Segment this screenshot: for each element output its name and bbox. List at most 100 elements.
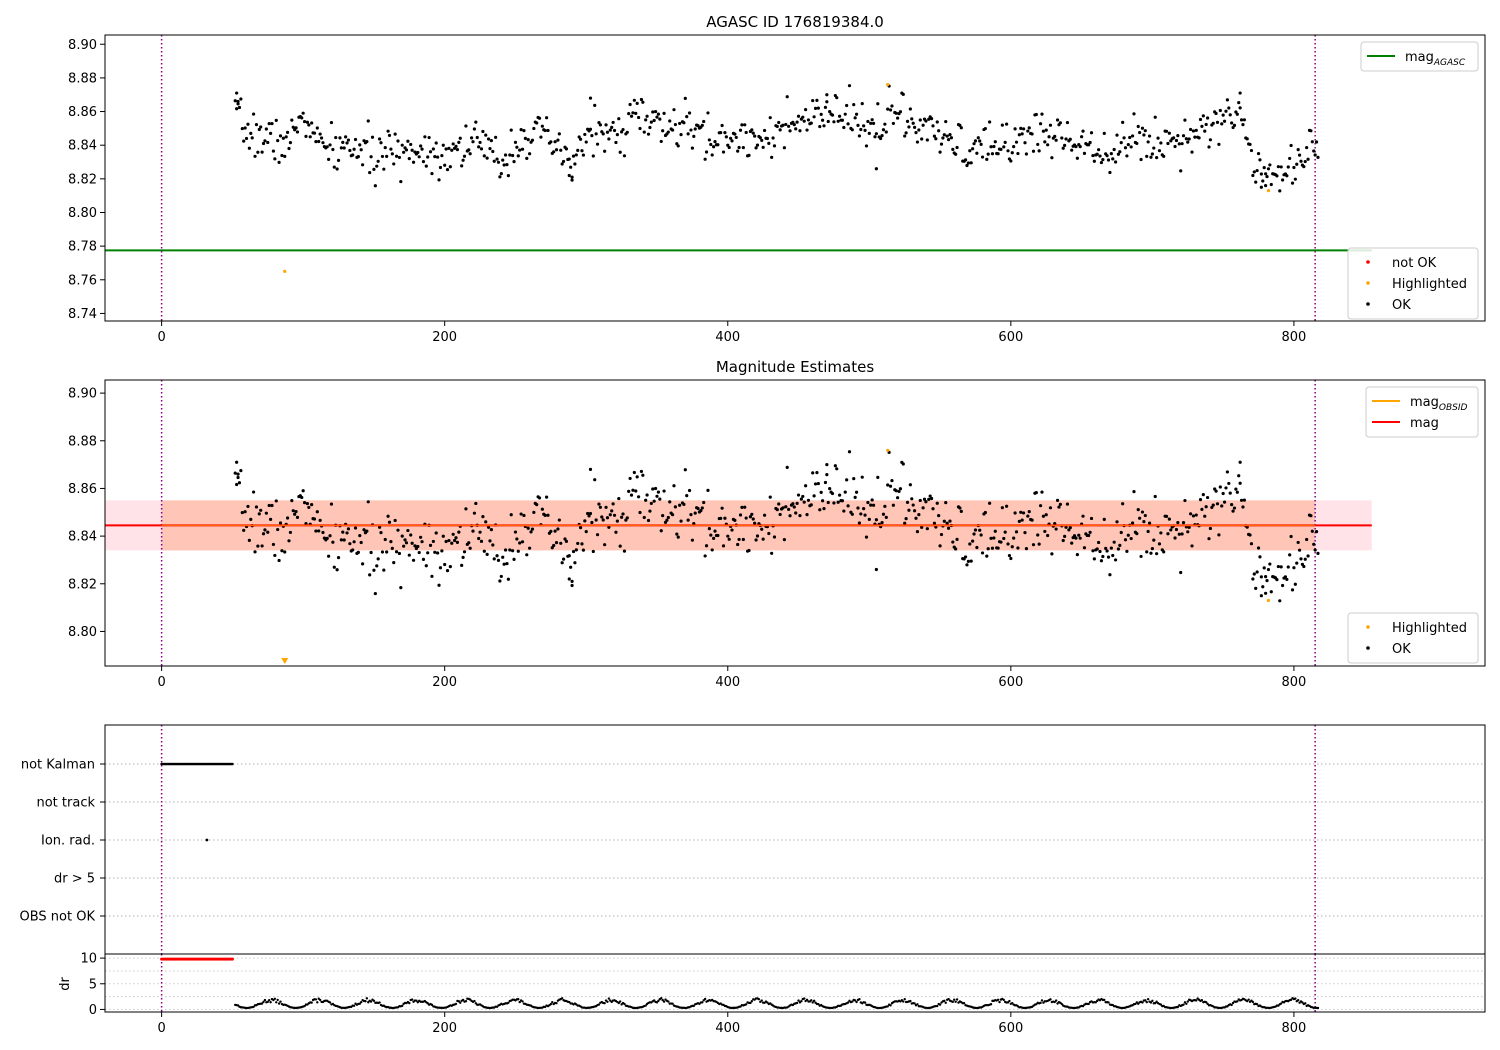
- ok-point: [1140, 510, 1145, 514]
- ok-point: [580, 149, 584, 153]
- ok-point: [1097, 148, 1101, 152]
- ok-point: [716, 533, 720, 538]
- ok-point: [775, 507, 779, 512]
- ok-point: [976, 136, 980, 140]
- ok-point: [537, 496, 542, 500]
- ok-point: [1162, 550, 1166, 554]
- ok-point: [1014, 530, 1019, 534]
- ok-point: [787, 124, 791, 128]
- dr-point: [507, 1001, 510, 1005]
- ok-point: [421, 160, 426, 164]
- ok-point: [920, 137, 924, 141]
- ok-point: [795, 501, 799, 505]
- ok-point: [503, 548, 508, 552]
- dr-point: [378, 1001, 381, 1004]
- ok-point: [754, 538, 758, 542]
- ok-point: [236, 102, 240, 106]
- ok-point: [336, 158, 341, 162]
- ok-point: [992, 144, 996, 149]
- ok-point: [368, 170, 372, 175]
- ok-point: [564, 539, 569, 543]
- dr-point: [269, 1001, 272, 1004]
- ok-point: [625, 130, 629, 134]
- ok-point: [1279, 565, 1283, 569]
- ok-point: [833, 464, 837, 468]
- panel-estimates-bottom-legend-label: Highlighted: [1392, 621, 1467, 636]
- ok-point: [441, 143, 445, 147]
- ok-point: [1150, 546, 1154, 551]
- ok-point: [508, 548, 512, 552]
- ok-point: [629, 493, 634, 497]
- ok-point: [969, 161, 973, 165]
- ok-point: [417, 550, 421, 555]
- ok-point: [1256, 151, 1261, 156]
- ok-point: [1027, 126, 1031, 130]
- dr-point: [1230, 1003, 1233, 1007]
- ok-point: [1013, 127, 1017, 131]
- ok-point: [1081, 129, 1085, 133]
- ok-point: [738, 513, 743, 517]
- ok-point: [823, 480, 828, 485]
- ok-point: [782, 146, 786, 150]
- ok-point: [1034, 491, 1038, 495]
- dr-point: [1279, 1002, 1283, 1005]
- ok-point: [939, 532, 944, 537]
- panel-estimates-ytick-label: 8.90: [68, 387, 97, 402]
- ok-point: [948, 519, 952, 523]
- ok-point: [1026, 129, 1030, 133]
- dr-point: [667, 1000, 670, 1003]
- ok-point: [529, 530, 533, 534]
- ok-point: [1118, 543, 1122, 547]
- ok-point: [913, 125, 917, 129]
- ok-point: [729, 136, 733, 140]
- ok-point: [586, 511, 590, 516]
- ok-point: [744, 130, 748, 135]
- ok-point: [632, 98, 636, 102]
- ok-point: [801, 115, 805, 119]
- ok-point: [884, 130, 888, 134]
- ok-point: [826, 119, 830, 124]
- ok-point: [467, 541, 471, 545]
- ok-point: [236, 99, 240, 104]
- ok-point: [1135, 532, 1139, 536]
- ok-point: [1278, 599, 1282, 603]
- ok-point: [983, 126, 987, 131]
- ok-point: [394, 154, 399, 158]
- dr-point: [1304, 1002, 1307, 1005]
- ok-point: [932, 521, 937, 525]
- ok-point: [656, 112, 661, 116]
- panel-estimates-bottom-legend-marker: [1366, 646, 1370, 650]
- ok-point: [645, 114, 649, 118]
- ok-point: [535, 503, 539, 507]
- ok-point: [1299, 159, 1303, 163]
- ok-point: [570, 579, 574, 583]
- ok-point: [1255, 168, 1259, 173]
- ok-point: [448, 165, 452, 169]
- ok-point: [1176, 520, 1180, 525]
- ok-point: [1116, 547, 1121, 551]
- ok-point: [713, 140, 717, 144]
- ok-point: [676, 144, 680, 148]
- panel-estimates: Magnitude Estimates 42749 02004006008008…: [68, 358, 1486, 690]
- ok-point: [1119, 141, 1123, 145]
- ok-point: [607, 137, 611, 141]
- ok-point: [1143, 513, 1147, 518]
- ok-point: [441, 534, 445, 538]
- dr-point: [1087, 1002, 1090, 1006]
- ok-point: [1248, 533, 1252, 537]
- ok-point: [862, 124, 866, 128]
- ok-point: [915, 530, 920, 534]
- dr-point: [797, 999, 800, 1002]
- ok-point: [898, 487, 903, 491]
- ok-point: [979, 142, 983, 147]
- ok-point: [233, 471, 237, 475]
- ok-point: [869, 503, 873, 507]
- ok-point: [569, 165, 573, 169]
- ok-point: [805, 128, 809, 132]
- ok-point: [484, 520, 488, 524]
- dr-point: [810, 999, 813, 1002]
- dr-point: [517, 998, 520, 1001]
- ok-point: [642, 130, 646, 134]
- ok-point: [1108, 170, 1112, 175]
- ok-point: [601, 518, 605, 522]
